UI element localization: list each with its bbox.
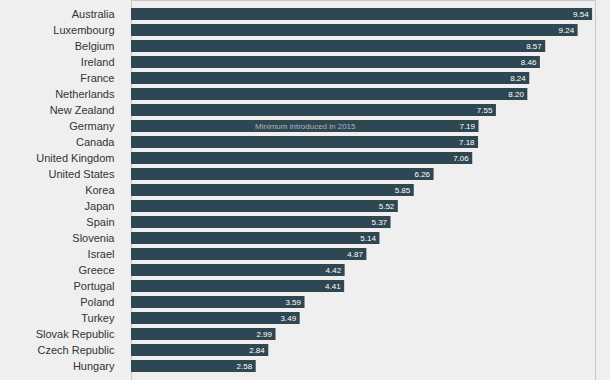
svg-text:United States: United States (48, 168, 115, 180)
svg-text:Australia: Australia (72, 8, 116, 20)
svg-text:France: France (80, 72, 114, 84)
svg-text:7.18: 7.18 (459, 138, 475, 147)
svg-text:2.84: 2.84 (249, 346, 265, 355)
svg-text:Poland: Poland (80, 296, 114, 308)
svg-text:Slovenia: Slovenia (72, 232, 115, 244)
svg-text:Canada: Canada (76, 136, 115, 148)
svg-text:Minimum introduced in 2015: Minimum introduced in 2015 (255, 122, 356, 131)
svg-text:4.42: 4.42 (326, 266, 342, 275)
svg-text:4.87: 4.87 (347, 250, 363, 259)
svg-text:Israel: Israel (88, 248, 115, 260)
svg-text:5.85: 5.85 (395, 186, 411, 195)
svg-text:3.49: 3.49 (281, 314, 297, 323)
svg-text:Germany: Germany (69, 120, 115, 132)
svg-text:8.57: 8.57 (526, 42, 542, 51)
svg-text:Czech Republic: Czech Republic (37, 344, 115, 356)
svg-text:United Kingdom: United Kingdom (36, 152, 114, 164)
svg-text:Turkey: Turkey (81, 312, 115, 324)
svg-text:Portugal: Portugal (74, 280, 115, 292)
svg-text:8.24: 8.24 (510, 74, 526, 83)
svg-text:Japan: Japan (85, 200, 115, 212)
svg-text:8.20: 8.20 (508, 90, 524, 99)
svg-text:3.59: 3.59 (285, 298, 301, 307)
svg-text:Spain: Spain (86, 216, 114, 228)
svg-text:9.24: 9.24 (559, 26, 575, 35)
svg-text:Netherlands: Netherlands (55, 88, 115, 100)
svg-text:New Zealand: New Zealand (50, 104, 115, 116)
svg-text:Hungary: Hungary (73, 360, 115, 372)
svg-text:5.14: 5.14 (360, 234, 376, 243)
svg-text:7.19: 7.19 (459, 122, 475, 131)
svg-text:2.58: 2.58 (237, 362, 253, 371)
svg-text:9.54: 9.54 (573, 10, 589, 19)
svg-text:5.52: 5.52 (379, 202, 395, 211)
svg-text:Slovak Republic: Slovak Republic (36, 328, 115, 340)
svg-text:7.55: 7.55 (477, 106, 493, 115)
svg-text:Luxembourg: Luxembourg (53, 24, 114, 36)
svg-text:Belgium: Belgium (75, 40, 115, 52)
svg-text:2.99: 2.99 (256, 330, 272, 339)
svg-text:7.06: 7.06 (453, 154, 469, 163)
svg-text:Ireland: Ireland (81, 56, 115, 68)
svg-text:6.26: 6.26 (414, 170, 430, 179)
svg-text:Greece: Greece (78, 264, 114, 276)
svg-text:8.46: 8.46 (521, 58, 537, 67)
svg-text:4.41: 4.41 (325, 282, 341, 291)
svg-text:Korea: Korea (85, 184, 115, 196)
svg-text:5.37: 5.37 (371, 218, 387, 227)
